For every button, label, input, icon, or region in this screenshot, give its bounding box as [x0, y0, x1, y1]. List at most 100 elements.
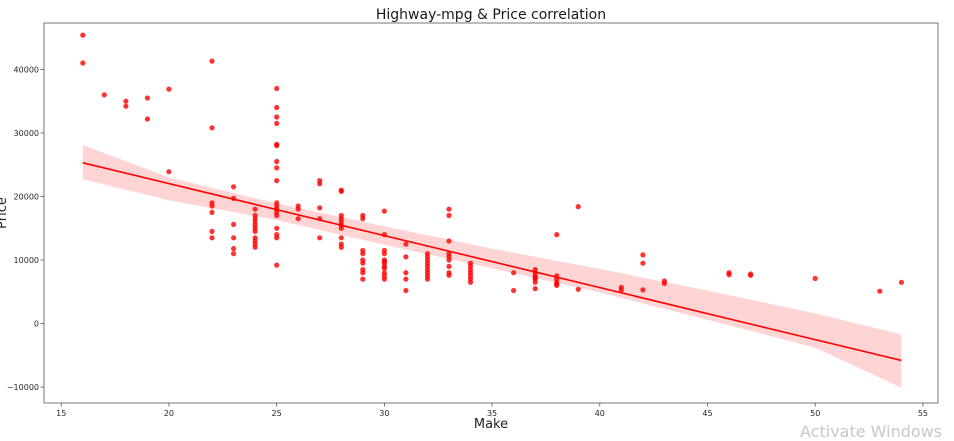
data-point	[80, 60, 86, 66]
y-tick-label: 10000	[14, 256, 39, 265]
data-point	[317, 181, 323, 187]
data-point	[274, 158, 280, 165]
data-point	[252, 206, 258, 212]
x-tick-label: 50	[810, 409, 820, 418]
data-point	[209, 235, 215, 241]
data-point	[467, 279, 474, 285]
data-point	[381, 251, 387, 257]
data-point	[80, 32, 86, 38]
data-point	[554, 282, 560, 288]
data-point	[726, 272, 732, 278]
data-point	[317, 235, 323, 241]
data-point	[575, 204, 581, 210]
x-tick-label: 15	[56, 409, 66, 418]
data-point	[510, 270, 517, 276]
x-tick-label: 25	[272, 409, 282, 418]
data-point	[360, 270, 366, 276]
y-tick-label: 20000	[14, 192, 39, 201]
scatter-points-layer	[80, 32, 905, 294]
data-point	[748, 272, 754, 278]
data-point	[123, 103, 129, 109]
data-point	[274, 104, 280, 111]
data-point	[898, 279, 905, 285]
plot-background	[44, 23, 938, 403]
data-point	[209, 58, 215, 64]
data-point	[381, 208, 387, 214]
y-axis-title: Price	[0, 197, 10, 229]
data-point	[274, 178, 280, 184]
data-point	[231, 251, 237, 257]
data-point	[274, 225, 280, 231]
x-tick-label: 45	[702, 409, 712, 418]
data-point	[403, 287, 409, 294]
x-tick-label: 35	[487, 409, 497, 418]
y-ticks: −10000 0 10000 20000 30000 40000	[7, 65, 44, 392]
data-point	[640, 260, 646, 266]
x-tick-label: 40	[595, 409, 605, 418]
data-point	[274, 212, 280, 219]
data-point	[510, 287, 517, 294]
data-point	[231, 246, 237, 252]
data-point	[360, 216, 366, 222]
data-point	[381, 276, 387, 282]
data-point	[403, 270, 409, 276]
data-point	[360, 276, 366, 282]
data-point	[144, 116, 150, 122]
confidence-band-layer	[82, 145, 902, 388]
data-point	[231, 221, 237, 227]
x-tick-label: 20	[164, 409, 174, 418]
data-point	[446, 212, 452, 219]
data-point	[123, 98, 129, 104]
data-point	[424, 276, 431, 282]
data-point	[403, 254, 409, 260]
data-point	[532, 279, 538, 285]
data-point	[812, 275, 818, 282]
y-tick-label: 30000	[14, 129, 39, 138]
data-point	[209, 203, 215, 209]
data-point	[446, 257, 452, 263]
data-point	[274, 120, 280, 126]
data-point	[101, 92, 107, 98]
data-point	[295, 206, 301, 212]
x-axis-title: Make	[474, 417, 508, 432]
data-point	[274, 143, 280, 149]
data-point	[274, 114, 280, 120]
data-point	[338, 225, 344, 231]
data-point	[209, 209, 215, 215]
data-point	[446, 272, 452, 278]
data-point	[231, 184, 237, 190]
data-point	[532, 286, 538, 292]
data-point	[274, 262, 280, 268]
data-point	[274, 85, 280, 92]
data-point	[381, 265, 387, 271]
y-tick-label: −10000	[7, 383, 39, 392]
x-ticks: 15 20 25 30 35 40 45 50 55	[56, 403, 928, 418]
x-tick-label: 30	[379, 409, 389, 418]
plot-frame	[43, 22, 939, 404]
data-point	[640, 252, 646, 258]
activate-windows-watermark: Activate Windows	[800, 422, 943, 441]
data-point	[274, 235, 280, 241]
data-point	[295, 216, 301, 222]
regression-line	[82, 162, 902, 362]
data-point	[252, 228, 258, 234]
data-point	[661, 280, 668, 287]
data-point	[360, 251, 366, 257]
confidence-band	[82, 145, 902, 388]
data-point	[209, 228, 215, 234]
regression-line-layer	[82, 162, 902, 362]
data-point	[209, 125, 215, 131]
data-point	[554, 232, 560, 238]
data-point	[877, 288, 883, 294]
data-point	[231, 235, 237, 241]
data-point	[317, 205, 323, 211]
data-point	[166, 86, 172, 92]
x-tick-label: 55	[918, 409, 928, 418]
data-point	[144, 95, 150, 101]
y-tick-label: 0	[34, 320, 39, 329]
data-point	[446, 238, 452, 244]
data-point	[403, 276, 409, 282]
data-point	[640, 287, 646, 293]
data-point	[338, 235, 344, 241]
